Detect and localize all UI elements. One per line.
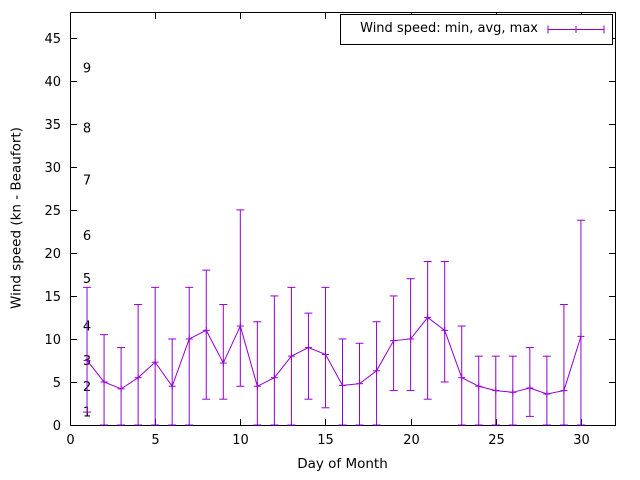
avg-point-markers — [83, 313, 585, 398]
svg-text:25: 25 — [488, 433, 505, 448]
svg-text:45: 45 — [44, 32, 61, 47]
svg-text:15: 15 — [44, 290, 61, 305]
y-axis-label: Wind speed (kn - Beaufort) — [8, 127, 25, 309]
svg-text:6: 6 — [83, 229, 91, 244]
svg-text:25: 25 — [44, 204, 61, 219]
legend — [340, 14, 613, 45]
svg-text:5: 5 — [83, 272, 91, 287]
svg-text:7: 7 — [83, 173, 91, 188]
svg-text:1: 1 — [83, 406, 91, 421]
svg-text:0: 0 — [66, 433, 74, 448]
svg-text:20: 20 — [403, 433, 420, 448]
svg-text:5: 5 — [53, 376, 61, 391]
x-axis-label: Day of Month — [297, 456, 388, 472]
svg-text:15: 15 — [317, 433, 334, 448]
svg-text:30: 30 — [44, 161, 61, 176]
svg-text:20: 20 — [44, 247, 61, 262]
svg-text:35: 35 — [44, 118, 61, 133]
svg-text:0: 0 — [53, 419, 61, 434]
legend-label: Wind speed: min, avg, max — [360, 21, 538, 36]
svg-text:30: 30 — [573, 433, 590, 448]
svg-text:40: 40 — [44, 75, 61, 90]
avg-line — [86, 316, 582, 395]
svg-text:10: 10 — [232, 433, 249, 448]
svg-text:8: 8 — [83, 122, 91, 137]
svg-text:5: 5 — [151, 433, 159, 448]
svg-text:9: 9 — [83, 61, 91, 76]
svg-text:10: 10 — [44, 333, 61, 348]
